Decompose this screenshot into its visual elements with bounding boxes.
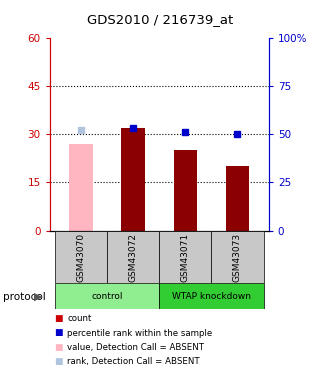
Text: count: count bbox=[67, 314, 92, 323]
Bar bbox=[226, 166, 249, 231]
Text: GSM43071: GSM43071 bbox=[181, 232, 190, 282]
Text: ■: ■ bbox=[54, 328, 63, 338]
Text: ■: ■ bbox=[54, 343, 63, 352]
Text: value, Detection Call = ABSENT: value, Detection Call = ABSENT bbox=[67, 343, 204, 352]
Bar bbox=[69, 144, 93, 231]
Text: ▶: ▶ bbox=[34, 292, 42, 302]
Bar bbox=[159, 231, 212, 283]
Text: control: control bbox=[91, 292, 123, 301]
Text: GDS2010 / 216739_at: GDS2010 / 216739_at bbox=[87, 13, 233, 26]
Text: GSM43073: GSM43073 bbox=[233, 232, 242, 282]
Bar bbox=[173, 150, 197, 231]
Bar bbox=[55, 283, 159, 309]
Bar bbox=[121, 128, 145, 231]
Bar bbox=[159, 283, 264, 309]
Text: GSM43072: GSM43072 bbox=[129, 233, 138, 282]
Text: GSM43070: GSM43070 bbox=[76, 232, 85, 282]
Text: rank, Detection Call = ABSENT: rank, Detection Call = ABSENT bbox=[67, 357, 200, 366]
Bar bbox=[107, 231, 159, 283]
Bar bbox=[212, 231, 264, 283]
Text: WTAP knockdown: WTAP knockdown bbox=[172, 292, 251, 301]
Text: ■: ■ bbox=[54, 357, 63, 366]
Text: ■: ■ bbox=[54, 314, 63, 323]
Text: protocol: protocol bbox=[3, 292, 46, 302]
Text: percentile rank within the sample: percentile rank within the sample bbox=[67, 328, 212, 338]
Bar bbox=[55, 231, 107, 283]
